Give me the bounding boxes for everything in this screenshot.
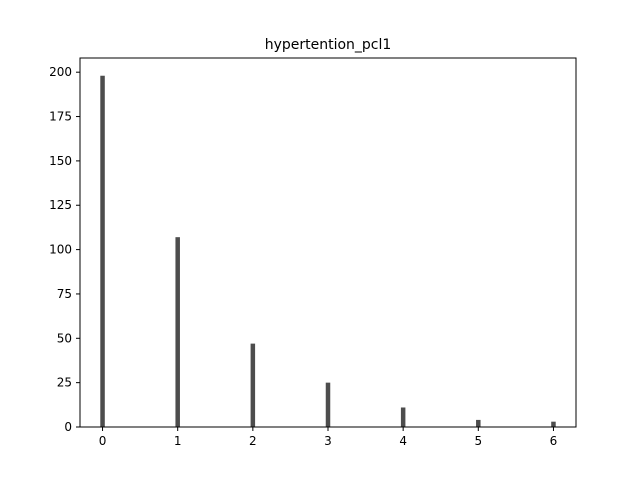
plot-frame [79, 57, 577, 428]
bar [250, 343, 256, 427]
bar [100, 75, 105, 427]
bar [476, 419, 481, 427]
bar [400, 407, 406, 427]
y-tick-label: 75 [57, 287, 72, 301]
chart-title: hypertention_pcl1 [265, 37, 392, 53]
y-tick-label: 0 [64, 420, 72, 434]
y-tick-label: 175 [49, 110, 72, 124]
x-tick-label: 2 [249, 434, 257, 448]
x-tick-label: 5 [474, 434, 482, 448]
bar [175, 237, 180, 427]
x-tick-label: 0 [99, 434, 107, 448]
y-tick-label: 125 [49, 198, 72, 212]
bar [551, 421, 556, 427]
x-tick-label: 1 [174, 434, 182, 448]
bar [325, 382, 331, 427]
y-tick-label: 100 [49, 243, 72, 257]
x-axis-ticks: 0 1 2 3 4 5 6 [99, 427, 558, 448]
x-tick-label: 3 [324, 434, 332, 448]
y-tick-label: 25 [57, 376, 72, 390]
y-tick-label: 50 [57, 331, 72, 345]
y-axis-ticks: 0 25 50 75 100 125 150 175 200 [49, 65, 80, 434]
x-tick-label: 4 [399, 434, 407, 448]
y-tick-label: 150 [49, 154, 72, 168]
bars [100, 75, 556, 427]
y-tick-label: 200 [49, 65, 72, 79]
x-tick-label: 6 [550, 434, 558, 448]
